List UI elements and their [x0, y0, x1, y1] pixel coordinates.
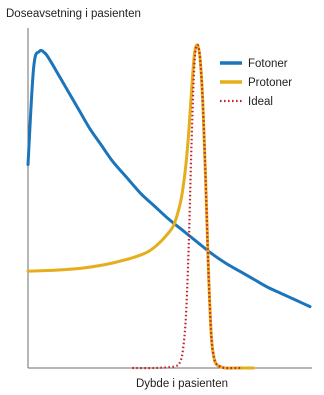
legend: Fotoner Protoner Ideal — [220, 58, 292, 108]
legend-label-ideal: Ideal — [248, 96, 273, 108]
series-line-ideal — [132, 43, 243, 370]
y-axis-label: Doseavsetning i pasienten — [6, 8, 141, 20]
series-line-protoner — [26, 43, 256, 370]
legend-label-protoner: Protoner — [248, 77, 292, 89]
series-line-fotoner — [26, 48, 312, 309]
legend-label-fotoner: Fotoner — [248, 58, 288, 70]
x-axis-label: Dybde i pasienten — [136, 378, 228, 390]
series-layer — [26, 43, 312, 370]
